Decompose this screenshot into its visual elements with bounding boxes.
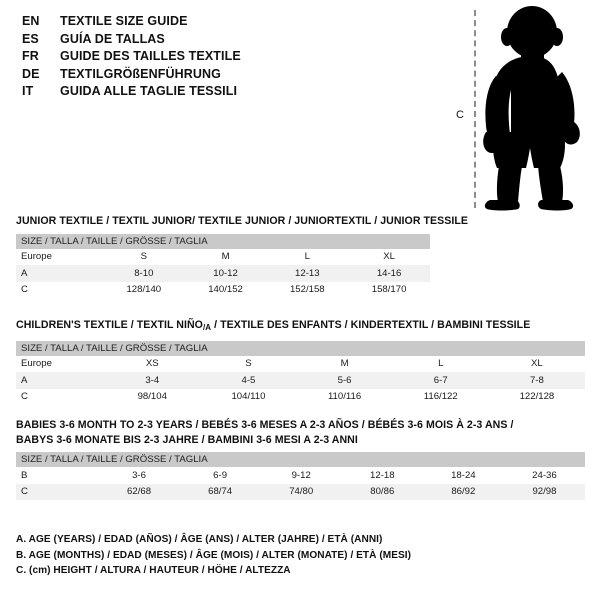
height-measure-label: C bbox=[456, 109, 464, 121]
table-cell: 24-36 bbox=[503, 467, 585, 484]
table-row: Europe XS S M L XL bbox=[16, 355, 585, 372]
table-cell: 140/152 bbox=[184, 281, 267, 298]
section-title-babies-line2: BABYS 3-6 MONATE BIS 2-3 JAHRE / BAMBINI… bbox=[16, 433, 358, 446]
language-code: EN bbox=[22, 14, 40, 28]
language-row: FR GUIDE DES TAILLES TEXTILE bbox=[22, 49, 442, 67]
table-cell: 80/86 bbox=[341, 483, 423, 500]
table-row: A 3-4 4-5 5-6 6-7 7-8 bbox=[16, 372, 585, 389]
table-cell: M bbox=[296, 355, 393, 372]
table-cell: 104/110 bbox=[200, 388, 297, 405]
table-header-bar: SIZE / TALLA / TAILLE / GRÖSSE / TAGLIA bbox=[16, 233, 430, 249]
section-title-babies-line1: BABIES 3-6 MONTH TO 2-3 YEARS / BEBÉS 3-… bbox=[16, 419, 514, 431]
table-cell: 5-6 bbox=[296, 372, 393, 389]
table-row: B 3-6 6-9 9-12 12-18 18-24 24-36 bbox=[16, 467, 585, 484]
height-measure-figure: C bbox=[448, 4, 598, 212]
row-label: C bbox=[16, 483, 99, 500]
table-cell: 98/104 bbox=[104, 388, 201, 405]
table-cell: 158/170 bbox=[348, 281, 430, 298]
table-cell: 68/74 bbox=[179, 483, 261, 500]
table-cell: 116/122 bbox=[392, 388, 489, 405]
table-cell: 12-13 bbox=[266, 265, 349, 282]
table-cell: 4-5 bbox=[200, 372, 297, 389]
table-cell: XS bbox=[104, 355, 201, 372]
legend-line-c: C. (cm) HEIGHT / ALTURA / HAUTEUR / HÖHE… bbox=[16, 565, 291, 577]
language-title: TEXTILGRÖßENFÜHRUNG bbox=[60, 66, 221, 81]
section-title-children-subscript: /A bbox=[202, 323, 212, 332]
table-cell: 14-16 bbox=[348, 265, 430, 282]
language-title-list: EN TEXTILE SIZE GUIDE ES GUÍA DE TALLAS … bbox=[22, 14, 442, 102]
table-cell: 122/128 bbox=[488, 388, 585, 405]
table-cell: 128/140 bbox=[102, 281, 185, 298]
language-code: ES bbox=[22, 31, 39, 46]
table-cell: S bbox=[200, 355, 297, 372]
children-size-table: SIZE / TALLA / TAILLE / GRÖSSE / TAGLIA … bbox=[16, 340, 585, 405]
row-label: Europe bbox=[16, 248, 103, 265]
language-row: ES GUÍA DE TALLAS bbox=[22, 32, 442, 50]
row-label: A bbox=[16, 372, 105, 389]
language-title: GUÍA DE TALLAS bbox=[60, 31, 165, 46]
table-cell: 12-18 bbox=[341, 467, 423, 484]
table-cell: 8-10 bbox=[102, 265, 185, 282]
language-code: DE bbox=[22, 66, 40, 81]
table-row: C 98/104 104/110 110/116 116/122 122/128 bbox=[16, 388, 585, 405]
section-junior-textile: JUNIOR TEXTILE / TEXTIL JUNIOR/ TEXTILE … bbox=[16, 214, 469, 298]
table-cell: 7-8 bbox=[488, 372, 585, 389]
toddler-silhouette-icon bbox=[483, 6, 580, 211]
row-label: B bbox=[16, 467, 99, 484]
section-title-children: CHILDREN'S TEXTILE / TEXTIL NIÑO/A / TEX… bbox=[16, 318, 585, 336]
section-babies-textile: BABIES 3-6 MONTH TO 2-3 YEARS / BEBÉS 3-… bbox=[16, 418, 585, 500]
table-cell: 152/158 bbox=[266, 281, 349, 298]
size-bar-label: SIZE / TALLA / TAILLE / GRÖSSE / TAGLIA bbox=[16, 233, 430, 249]
section-title-children-pre: CHILDREN'S TEXTILE / TEXTIL NIÑO bbox=[16, 319, 203, 331]
row-label: C bbox=[16, 388, 105, 405]
language-code: FR bbox=[22, 49, 39, 64]
table-row: Europe S M L XL bbox=[16, 248, 430, 265]
section-title-junior: JUNIOR TEXTILE / TEXTIL JUNIOR/ TEXTILE … bbox=[16, 215, 469, 227]
table-cell: XL bbox=[348, 248, 430, 265]
language-row: DE TEXTILGRÖßENFÜHRUNG bbox=[22, 67, 442, 85]
table-cell: XL bbox=[488, 355, 585, 372]
table-cell: 6-9 bbox=[179, 467, 261, 484]
legend-line-b: B. AGE (MONTHS) / EDAD (MESES) / ÂGE (MO… bbox=[16, 549, 412, 561]
table-cell: 86/92 bbox=[422, 483, 504, 500]
table-cell: 18-24 bbox=[422, 467, 504, 484]
language-row: IT GUIDA ALLE TAGLIE TESSILI bbox=[22, 84, 442, 102]
table-cell: 110/116 bbox=[296, 388, 393, 405]
table-cell: 9-12 bbox=[260, 467, 342, 484]
babies-size-table: SIZE / TALLA / TAILLE / GRÖSSE / TAGLIA … bbox=[16, 452, 585, 500]
table-cell: 92/98 bbox=[503, 483, 585, 500]
language-row: EN TEXTILE SIZE GUIDE bbox=[22, 14, 442, 32]
table-cell: 10-12 bbox=[184, 265, 267, 282]
table-cell: L bbox=[392, 355, 489, 372]
table-cell: 3-6 bbox=[98, 467, 180, 484]
language-title: GUIDE DES TAILLES TEXTILE bbox=[60, 49, 241, 64]
table-cell: L bbox=[266, 248, 349, 265]
row-label: C bbox=[16, 281, 103, 298]
row-label: A bbox=[16, 265, 103, 282]
legend-line-a: A. AGE (YEARS) / EDAD (AÑOS) / ÂGE (ANS)… bbox=[16, 534, 383, 545]
table-row: A 8-10 10-12 12-13 14-16 bbox=[16, 265, 430, 282]
row-label: Europe bbox=[16, 355, 105, 372]
section-title-children-post: / TEXTILE DES ENFANTS / KINDERTEXTIL / B… bbox=[211, 319, 531, 331]
table-cell: 6-7 bbox=[392, 372, 489, 389]
legend-block: A. AGE (YEARS) / EDAD (AÑOS) / ÂGE (ANS)… bbox=[16, 532, 576, 579]
table-cell: 62/68 bbox=[98, 483, 180, 500]
junior-size-table: SIZE / TALLA / TAILLE / GRÖSSE / TAGLIA … bbox=[16, 233, 430, 298]
language-title: GUIDA ALLE TAGLIE TESSILI bbox=[60, 84, 238, 99]
table-cell: M bbox=[184, 248, 267, 265]
table-row: C 128/140 140/152 152/158 158/170 bbox=[16, 281, 430, 298]
table-cell: 3-4 bbox=[104, 372, 201, 389]
table-row: C 62/68 68/74 74/80 80/86 86/92 92/98 bbox=[16, 483, 585, 500]
table-cell: 74/80 bbox=[260, 483, 342, 500]
language-code: IT bbox=[22, 84, 34, 99]
size-bar-label: SIZE / TALLA / TAILLE / GRÖSSE / TAGLIA bbox=[16, 340, 585, 356]
language-title: TEXTILE SIZE GUIDE bbox=[60, 14, 188, 28]
table-header-bar: SIZE / TALLA / TAILLE / GRÖSSE / TAGLIA bbox=[16, 452, 585, 467]
table-header-bar: SIZE / TALLA / TAILLE / GRÖSSE / TAGLIA bbox=[16, 340, 585, 356]
height-dashed-line bbox=[474, 10, 476, 208]
size-bar-label: SIZE / TALLA / TAILLE / GRÖSSE / TAGLIA bbox=[16, 452, 585, 467]
section-childrens-textile: CHILDREN'S TEXTILE / TEXTIL NIÑO/A / TEX… bbox=[16, 318, 585, 405]
table-cell: S bbox=[102, 248, 185, 265]
